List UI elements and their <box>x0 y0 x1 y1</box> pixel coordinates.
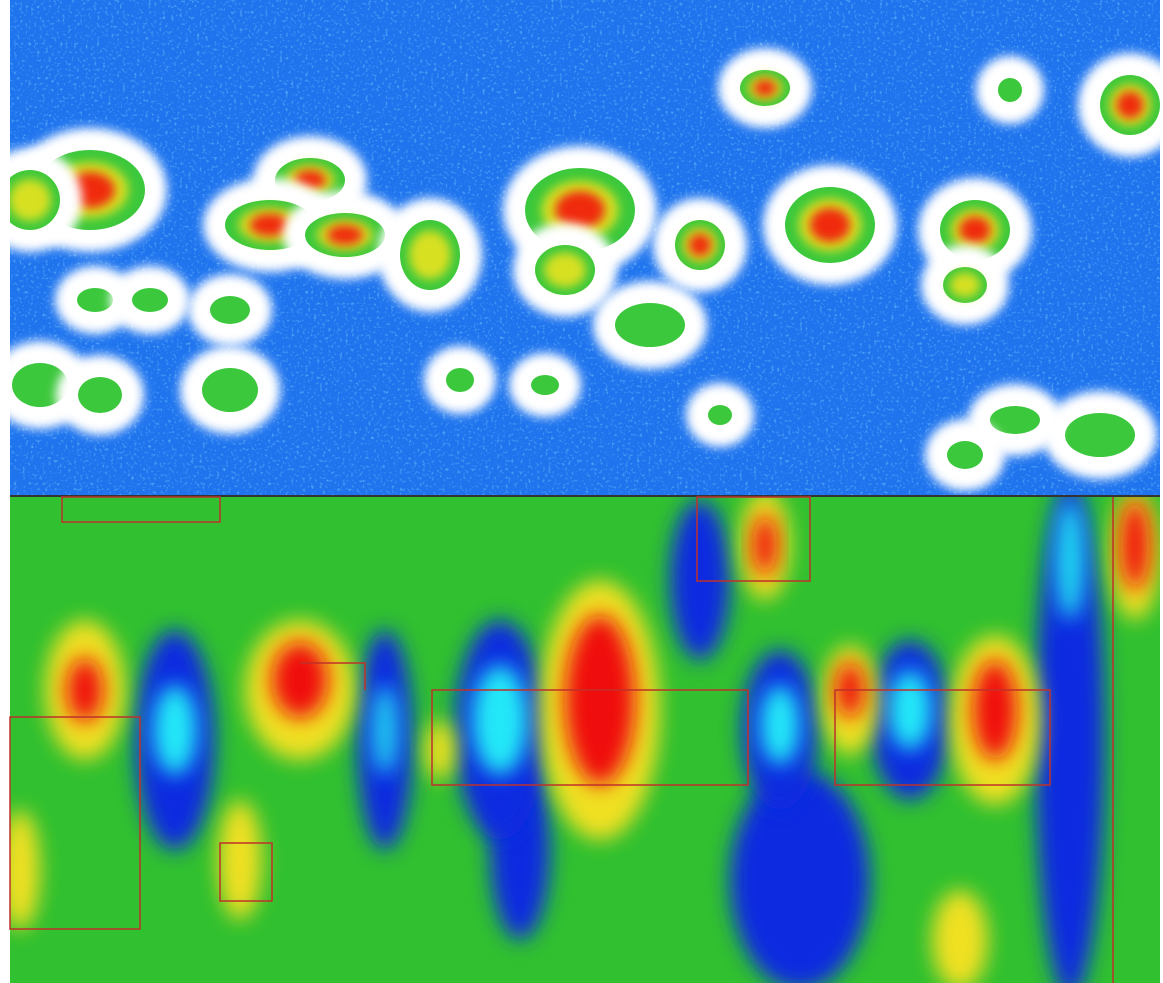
blob <box>180 346 280 434</box>
blob-core <box>810 208 851 242</box>
blob <box>925 419 1005 491</box>
blob <box>378 198 482 312</box>
heat-region <box>888 670 932 750</box>
heat-region <box>218 800 262 920</box>
blob-warm <box>950 272 981 297</box>
top-panel <box>0 0 1163 495</box>
blob-body <box>77 288 113 312</box>
heat-region <box>272 642 328 718</box>
blob <box>1043 391 1157 479</box>
heat-region <box>753 515 777 575</box>
page: (() => { const svg = document.getElement… <box>0 0 1163 983</box>
blob-core <box>689 234 712 257</box>
blob-body <box>615 303 685 347</box>
blob-body <box>446 368 474 392</box>
blob-body <box>132 288 168 312</box>
blob <box>976 56 1044 124</box>
blob-core <box>1117 92 1144 119</box>
blob <box>921 245 1009 325</box>
blob <box>763 165 897 285</box>
blob-body <box>210 296 250 324</box>
blob <box>424 346 496 414</box>
blob-body <box>708 405 732 425</box>
blob-warm <box>409 231 451 280</box>
blob <box>509 353 581 417</box>
blob <box>653 198 747 292</box>
blob-core <box>327 225 363 245</box>
blob-body <box>78 377 122 413</box>
heat-region <box>760 685 800 765</box>
blob-body <box>990 406 1040 434</box>
blob-body <box>202 368 258 412</box>
blob <box>718 48 812 128</box>
heat-region <box>67 658 103 722</box>
heat-region <box>670 500 730 660</box>
heat-region <box>425 720 455 780</box>
bottom-panel <box>0 480 1160 983</box>
blob <box>686 383 754 447</box>
blob <box>56 355 144 435</box>
screenshot <box>0 0 1163 983</box>
heat-region <box>973 660 1017 760</box>
blob-core <box>959 217 991 244</box>
blob <box>110 266 190 334</box>
heat-region <box>153 685 197 775</box>
heat-region <box>472 665 528 775</box>
blob <box>188 274 272 346</box>
heat-region <box>730 770 870 983</box>
blob-body <box>947 441 983 469</box>
heat-region <box>1121 500 1149 590</box>
heat-region <box>565 615 635 785</box>
blob <box>593 281 707 369</box>
blob-warm <box>544 253 586 288</box>
blob-core <box>754 80 777 96</box>
blob-warm <box>9 179 51 221</box>
blob-body <box>1065 413 1135 457</box>
heat-region <box>1055 500 1085 620</box>
heat-region <box>371 685 399 775</box>
blob-body <box>998 78 1022 102</box>
blob-body <box>531 375 559 395</box>
